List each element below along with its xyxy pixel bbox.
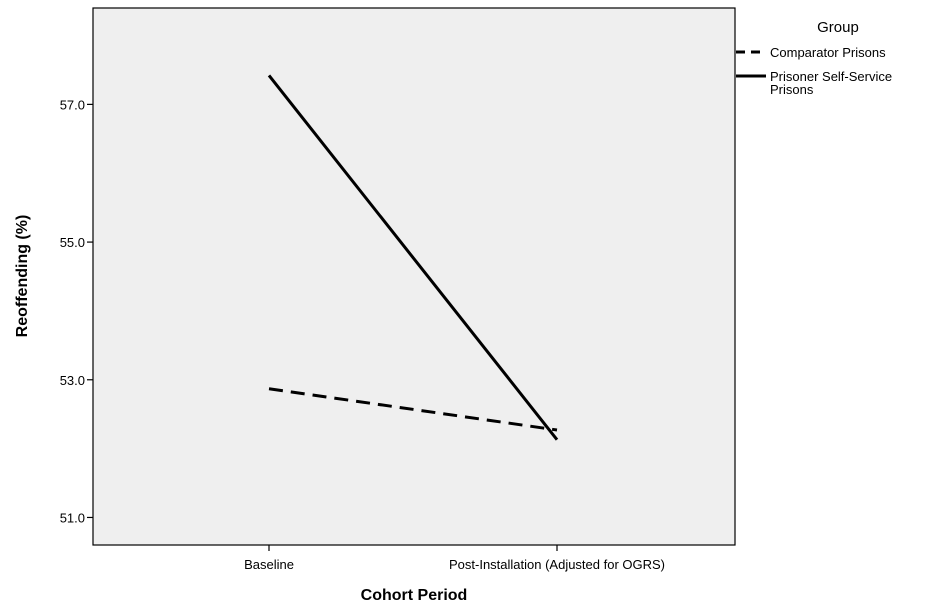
legend-label: Prisons <box>770 82 814 97</box>
legend-label: Comparator Prisons <box>770 45 886 60</box>
x-axis-title: Cohort Period <box>361 587 468 604</box>
plot-area <box>92 7 736 546</box>
legend-label: Prisoner Self-Service <box>770 69 892 84</box>
x-tick-label: Post-Installation (Adjusted for OGRS) <box>449 557 665 572</box>
series-layer <box>267 74 559 441</box>
legend: Group Comparator Prisons Prisoner Self-Se… <box>736 19 892 97</box>
x-tick-label: Baseline <box>244 557 294 572</box>
y-tick-label: 51.0 <box>60 510 85 525</box>
legend-title: Group <box>817 19 859 36</box>
series-line-prisoner-self-service-prisons <box>267 74 559 441</box>
legend-entries: Comparator Prisons Prisoner Self-ServiceP… <box>736 45 892 97</box>
y-axis-title: Reoffending (%) <box>14 215 31 338</box>
y-tick-label: 55.0 <box>60 235 85 250</box>
y-tick-label: 53.0 <box>60 373 85 388</box>
series-line-comparator-prisons <box>268 387 558 432</box>
y-axis: 51.0 53.0 55.0 57.0 <box>60 97 93 525</box>
x-axis: Baseline Post-Installation (Adjusted for … <box>244 545 665 572</box>
y-tick-label: 57.0 <box>60 97 85 112</box>
